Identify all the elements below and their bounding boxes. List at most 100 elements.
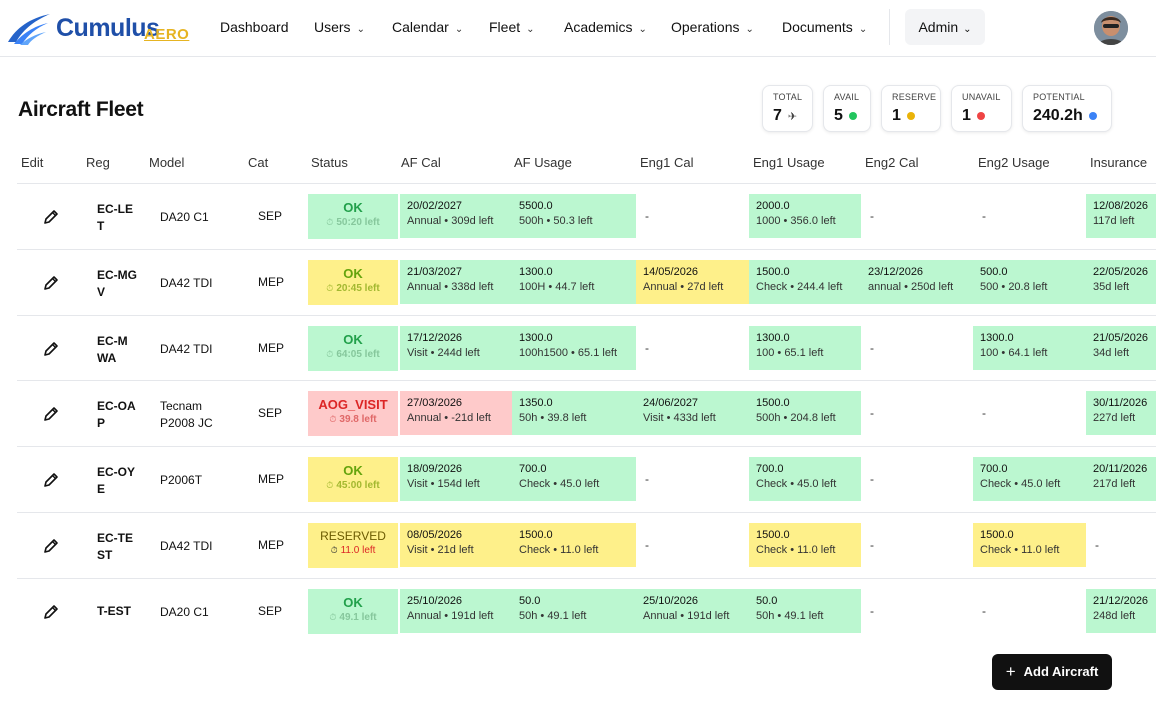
- insurance-value: 21/05/2026: [1093, 332, 1149, 344]
- edit-pencil-icon[interactable]: [42, 274, 60, 292]
- column-header-model: Model: [149, 155, 185, 170]
- aircraft-registration[interactable]: EC-TEST: [97, 531, 133, 562]
- column-header-cat: Cat: [248, 155, 269, 170]
- logo-subtext: AERO: [144, 26, 190, 43]
- eng2-cal-detail: annual • 250d left: [868, 281, 954, 293]
- status-dot-yellow-icon: [906, 112, 915, 120]
- status-time-text: 64:05 left: [336, 349, 380, 360]
- nav-item-documents[interactable]: Documents ⌄: [782, 19, 867, 35]
- edit-pencil-icon[interactable]: [42, 340, 60, 358]
- column-header-eng2-usage: Eng2 Usage: [978, 155, 1050, 170]
- status-time-left: ⏱ 49.1 left: [308, 612, 398, 623]
- af-usage-cell: 50.0 50h • 49.1 left: [512, 589, 636, 633]
- insurance-detail: 248d left: [1093, 610, 1136, 622]
- af-cal-value: 17/12/2026: [407, 332, 463, 344]
- nav-item-academics[interactable]: Academics ⌄: [564, 19, 647, 35]
- aircraft-registration[interactable]: T-EST: [97, 604, 132, 618]
- aircraft-registration[interactable]: EC-MWA: [97, 334, 128, 365]
- eng1-usage-detail: 500h • 204.8 left: [756, 412, 836, 424]
- aircraft-registration[interactable]: EC-LET: [97, 202, 133, 233]
- status-dot-green-icon: [848, 112, 857, 120]
- nav-item-label: Documents: [782, 19, 853, 35]
- insurance-detail: 227d left: [1093, 412, 1136, 424]
- status-badge[interactable]: OK ⏱ 45:00 left: [308, 457, 398, 502]
- eng1-usage-value: 1500.0: [756, 397, 790, 409]
- status-badge[interactable]: OK ⏱ 50:20 left: [308, 194, 398, 239]
- eng1-usage-detail: 50h • 49.1 left: [756, 610, 824, 622]
- af-cal-detail: Annual • 191d left: [407, 610, 494, 622]
- af-cal-value: 27/03/2026: [407, 397, 463, 409]
- nav-item-label: Academics: [564, 19, 633, 35]
- stopwatch-icon: ⏱: [326, 283, 334, 293]
- nav-divider: [889, 9, 890, 45]
- status-badge[interactable]: OK ⏱ 20:45 left: [308, 260, 398, 305]
- stat-total-value: 7: [773, 107, 782, 124]
- airplane-icon: ✈: [787, 110, 798, 123]
- af-usage-cell: 1300.0 100h1500 • 65.1 left: [512, 326, 636, 370]
- stat-unavail-value: 1: [962, 107, 971, 124]
- edit-pencil-icon[interactable]: [42, 405, 60, 423]
- eng2-cal-value: 23/12/2026: [868, 266, 924, 278]
- nav-item-users[interactable]: Users ⌄: [314, 19, 365, 35]
- aircraft-registration[interactable]: EC-OAP: [97, 399, 136, 430]
- eng1-usage-value: 700.0: [756, 463, 784, 475]
- eng1-usage-detail: Check • 11.0 left: [756, 544, 836, 556]
- stat-total-label: TOTAL: [773, 92, 803, 102]
- eng1-cal-empty: -: [645, 472, 649, 486]
- edit-pencil-icon[interactable]: [42, 537, 60, 555]
- table-row: EC-MGV DA42 TDI MEP OK ⏱ 20:45 left 21/03/2027…: [17, 249, 1156, 315]
- status-time-text: 39.8 left: [339, 414, 377, 425]
- status-badge[interactable]: OK ⏱ 64:05 left: [308, 326, 398, 371]
- af-cal-cell: 21/03/2027 Annual • 338d left: [400, 260, 512, 304]
- af-cal-value: 25/10/2026: [407, 595, 463, 607]
- plus-icon: +: [1005, 662, 1016, 681]
- aircraft-model: P2006T: [160, 473, 203, 487]
- status-badge[interactable]: AOG_VISIT ⏱ 39.8 left: [308, 391, 398, 436]
- avatar[interactable]: [1094, 11, 1128, 45]
- af-cal-cell: 08/05/2026 Visit • 21d left: [400, 523, 512, 567]
- logo[interactable]: Cumulus AERO: [6, 8, 190, 48]
- eng1-cal-detail: Annual • 191d left: [643, 610, 730, 622]
- eng2-usage-value: 700.0: [980, 463, 1008, 475]
- chevron-down-icon: ⌄: [454, 24, 464, 35]
- nav-item-label: Calendar: [392, 19, 449, 35]
- aircraft-category: SEP: [258, 209, 283, 223]
- stat-avail-value: 5: [834, 107, 843, 124]
- nav-item-dashboard[interactable]: Dashboard: [220, 19, 289, 35]
- af-usage-value: 1500.0: [519, 529, 553, 541]
- af-cal-cell: 27/03/2026 Annual • -21d left: [400, 391, 512, 435]
- eng1-usage-cell: 1500.0 Check • 244.4 left: [749, 260, 861, 304]
- stopwatch-icon: ⏱: [330, 545, 338, 555]
- af-usage-detail: 100h1500 • 65.1 left: [519, 347, 618, 359]
- eng1-usage-cell: 2000.0 1000 • 356.0 left: [749, 194, 861, 238]
- edit-pencil-icon[interactable]: [42, 208, 60, 226]
- admin-menu-button[interactable]: Admin ⌄: [905, 9, 985, 45]
- af-usage-detail: 500h • 50.3 left: [519, 215, 593, 227]
- column-header-af-usage: AF Usage: [514, 155, 572, 170]
- aircraft-registration[interactable]: EC-MGV: [97, 268, 137, 299]
- stopwatch-icon: ⏱: [329, 414, 337, 424]
- edit-pencil-icon[interactable]: [42, 471, 60, 489]
- column-header-eng1-usage: Eng1 Usage: [753, 155, 825, 170]
- af-cal-cell: 18/09/2026 Visit • 154d left: [400, 457, 512, 501]
- chevron-down-icon: ⌄: [963, 24, 972, 35]
- af-cal-value: 21/03/2027: [407, 266, 463, 278]
- logo-wordmark: Cumulus: [56, 14, 160, 42]
- add-aircraft-button[interactable]: + Add Aircraft: [992, 654, 1112, 690]
- eng1-cal-empty: -: [645, 209, 649, 223]
- nav-item-operations[interactable]: Operations ⌄: [671, 19, 754, 35]
- insurance-cell: 21/05/2026 34d left: [1086, 326, 1156, 370]
- status-label: RESERVED: [320, 529, 386, 543]
- aircraft-model: Tecnam P2008 JC: [160, 399, 213, 430]
- aircraft-registration[interactable]: EC-OYE: [97, 465, 136, 496]
- af-cal-cell: 20/02/2027 Annual • 309d left: [400, 194, 512, 238]
- nav-item-calendar[interactable]: Calendar ⌄: [392, 19, 463, 35]
- eng2-usage-cell: 1300.0 100 • 64.1 left: [973, 326, 1086, 370]
- status-badge[interactable]: OK ⏱ 49.1 left: [308, 589, 398, 634]
- nav-item-fleet[interactable]: Fleet ⌄: [489, 19, 535, 35]
- edit-pencil-icon[interactable]: [42, 603, 60, 621]
- insurance-cell: 30/11/2026 227d left: [1086, 391, 1156, 435]
- status-badge[interactable]: RESERVED ⏱ 11.0 left: [308, 523, 398, 568]
- af-usage-cell: 1350.0 50h • 39.8 left: [512, 391, 636, 435]
- aircraft-category: MEP: [258, 538, 285, 552]
